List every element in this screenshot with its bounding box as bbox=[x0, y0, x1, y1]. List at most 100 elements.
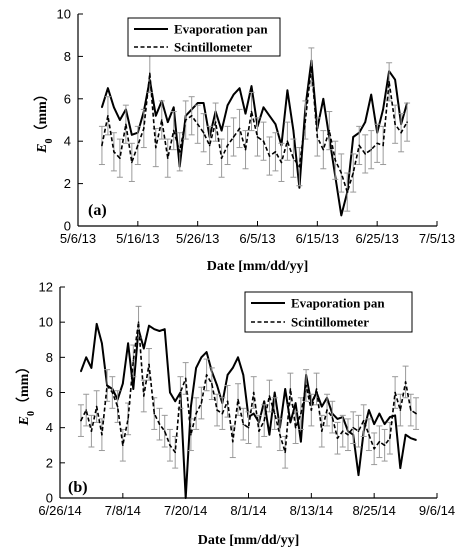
series-evaporation-pan bbox=[100, 59, 409, 217]
data-point bbox=[352, 426, 355, 429]
data-point bbox=[256, 136, 259, 138]
data-point bbox=[169, 444, 171, 447]
data-point bbox=[137, 321, 140, 323]
data-point bbox=[107, 87, 109, 89]
data-point bbox=[190, 433, 192, 436]
data-point bbox=[158, 423, 161, 425]
data-point bbox=[221, 412, 224, 415]
data-point bbox=[80, 370, 82, 373]
data-point bbox=[160, 119, 163, 121]
data-point bbox=[382, 108, 384, 111]
data-point bbox=[399, 467, 402, 469]
panel-a: 0 2 4 6 8 10 5/6/13 5/16/13 5/26/13 6/5/13 6/15/13… bbox=[34, 7, 455, 275]
data-point bbox=[131, 134, 133, 136]
evaporation-pan-line bbox=[79, 322, 417, 499]
data-point bbox=[205, 351, 208, 353]
data-point bbox=[279, 433, 281, 436]
data-point bbox=[274, 123, 277, 126]
data-point bbox=[315, 388, 318, 390]
data-point bbox=[410, 409, 412, 411]
data-point bbox=[376, 142, 378, 145]
data-point bbox=[298, 187, 301, 189]
data-point bbox=[378, 440, 381, 443]
data-point bbox=[237, 356, 239, 359]
data-point bbox=[331, 416, 334, 418]
data-point bbox=[300, 440, 302, 443]
data-point bbox=[95, 323, 98, 325]
data-point bbox=[258, 430, 260, 432]
data-point bbox=[214, 121, 217, 123]
data-point bbox=[292, 129, 295, 132]
legend-label-scintillometer: Scintillometer bbox=[174, 40, 252, 55]
y-axis-title-symbol: E bbox=[17, 416, 32, 426]
data-point bbox=[268, 155, 271, 157]
y-tick-label: 8 bbox=[46, 350, 53, 365]
data-point bbox=[148, 363, 150, 366]
legend: Evaporation pan Scintillometer bbox=[127, 17, 281, 57]
x-tick-label: 6/25/13 bbox=[355, 231, 398, 246]
data-point bbox=[394, 78, 396, 81]
data-point bbox=[205, 374, 208, 376]
data-point bbox=[364, 121, 367, 123]
series-evaporation-pan bbox=[79, 322, 417, 499]
data-point bbox=[364, 153, 367, 155]
data-point bbox=[132, 388, 135, 390]
data-point bbox=[154, 114, 157, 117]
data-point bbox=[119, 119, 121, 121]
x-tick-label: 9/6/14 bbox=[419, 503, 455, 518]
data-point bbox=[399, 409, 402, 411]
data-point bbox=[142, 347, 145, 350]
data-point bbox=[184, 119, 187, 121]
data-point bbox=[373, 447, 375, 450]
data-point bbox=[284, 388, 286, 390]
data-point bbox=[334, 159, 337, 162]
data-point bbox=[268, 114, 271, 117]
data-point bbox=[125, 123, 127, 126]
data-point bbox=[244, 112, 247, 115]
data-point bbox=[352, 172, 355, 174]
y-tick-label: 12 bbox=[39, 280, 53, 295]
data-point bbox=[368, 433, 370, 436]
data-point bbox=[232, 136, 235, 138]
data-point bbox=[158, 330, 161, 332]
data-point bbox=[166, 157, 169, 159]
data-point bbox=[172, 106, 175, 109]
data-point bbox=[273, 391, 276, 394]
panel-label: (a) bbox=[88, 202, 107, 219]
data-point bbox=[322, 98, 325, 100]
data-point bbox=[238, 87, 241, 89]
data-point bbox=[216, 409, 218, 411]
data-point bbox=[90, 430, 93, 432]
data-point bbox=[321, 430, 323, 432]
y-axis-title-subscript: 0 bbox=[26, 411, 37, 416]
data-point bbox=[382, 144, 384, 147]
data-point bbox=[101, 144, 103, 147]
data-point bbox=[394, 391, 396, 394]
y-tick-label: 2 bbox=[46, 455, 53, 470]
y-tick-label: 0 bbox=[64, 219, 71, 234]
data-point bbox=[250, 110, 253, 113]
data-point bbox=[304, 119, 307, 121]
legend-box bbox=[244, 291, 413, 333]
data-point bbox=[127, 418, 129, 420]
data-point bbox=[262, 140, 265, 142]
data-point bbox=[137, 144, 139, 147]
data-point bbox=[268, 395, 271, 397]
data-point bbox=[179, 391, 182, 394]
x-tick-label: 6/15/13 bbox=[296, 231, 339, 246]
data-point bbox=[95, 405, 98, 408]
data-point bbox=[294, 402, 297, 404]
data-point bbox=[284, 451, 286, 454]
data-point bbox=[226, 104, 229, 106]
data-point bbox=[132, 360, 135, 362]
data-point bbox=[321, 405, 323, 408]
data-point bbox=[226, 400, 229, 403]
x-tick-label: 8/13/14 bbox=[290, 503, 333, 518]
data-point bbox=[196, 102, 199, 104]
data-point bbox=[226, 374, 229, 376]
data-point bbox=[274, 151, 277, 153]
data-point bbox=[149, 72, 151, 75]
data-point bbox=[153, 328, 156, 331]
y-tick-label: 6 bbox=[64, 91, 71, 106]
data-point bbox=[357, 430, 360, 432]
